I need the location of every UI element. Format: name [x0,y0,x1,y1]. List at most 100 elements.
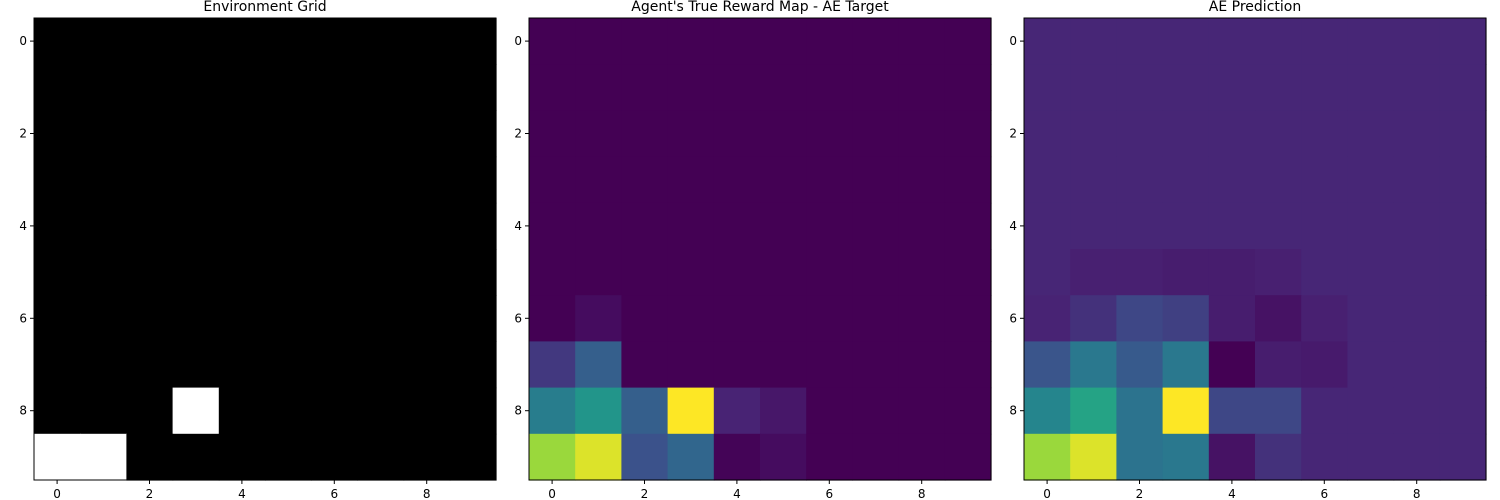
heatmap-cell-r2-c4 [713,110,761,158]
heatmap-cell-r5-c4 [713,249,761,296]
heatmap-cell-r2-c3 [1162,110,1210,158]
heatmap-cell-r8-c3 [1162,387,1210,435]
heatmap-cell-r2-c7 [1347,110,1395,158]
heatmap-cell-r6-c7 [1347,295,1395,342]
heatmap-cell-r4-c1 [1070,202,1117,250]
heatmap-cell-r6-c7 [852,295,900,342]
heatmap-cell-r2-c9 [1439,110,1487,158]
heatmap-cell-r0-c4 [1208,18,1256,65]
heatmap-cell-r9-c1 [1070,433,1117,481]
heatmap-cell-r6-c8 [403,295,451,342]
heatmap-cell-r5-c7 [1347,249,1395,296]
heatmap-cell-r6-c9 [449,295,497,342]
heatmap-cell-r8-c5 [265,387,312,435]
heatmap-cell-r6-c3 [172,295,220,342]
heatmap-cell-r9-c0 [1024,433,1071,481]
heatmap-cell-r4-c5 [1255,202,1302,250]
heatmap-cell-r3-c9 [1439,156,1487,204]
heatmap-cell-r5-c1 [575,249,622,296]
heatmap-cell-r2-c6 [311,110,358,158]
heatmap-cell-r2-c0 [1024,110,1071,158]
heatmap-cell-r5-c5 [1255,249,1302,296]
y-tick-label: 2 [19,127,27,141]
x-tick-label: 4 [733,487,741,500]
heatmap-cell-r3-c5 [760,156,807,204]
y-tick-label: 6 [19,311,27,325]
x-tick-label: 0 [548,487,556,500]
heatmap-cell-r6-c9 [1439,295,1487,342]
heatmap-cell-r9-c2 [621,433,669,481]
heatmap-cell-r5-c3 [667,249,715,296]
heatmap-cell-r2-c8 [1393,110,1441,158]
heatmap-cell-r3-c1 [1070,156,1117,204]
heatmap-cell-r7-c6 [806,341,853,389]
heatmap-cell-r2-c0 [34,110,81,158]
heatmap-cell-r8-c8 [403,387,451,435]
heatmap-cell-r7-c7 [852,341,900,389]
heatmap-cell-r9-c6 [806,433,853,481]
heatmap-cell-r8-c2 [621,387,669,435]
heatmap-cell-r1-c2 [1116,64,1164,111]
heatmap-cell-r5-c2 [1116,249,1164,296]
heatmap-cell-r7-c1 [575,341,622,389]
heatmap-cell-r9-c4 [713,433,761,481]
heatmap-cell-r2-c7 [357,110,405,158]
heatmap-cell-r8-c4 [713,387,761,435]
heatmap-cell-r0-c7 [1347,18,1395,65]
heatmap-cell-r3-c5 [1255,156,1302,204]
heatmap-cell-r5-c3 [172,249,220,296]
y-tick-label: 4 [514,219,522,233]
heatmap-cell-r3-c8 [403,156,451,204]
heatmap-cell-r4-c4 [1208,202,1256,250]
heatmap-cell-r0-c6 [806,18,853,65]
heatmap-cell-r9-c5 [265,433,312,481]
heatmap-cell-r8-c7 [1347,387,1395,435]
heatmap-cell-r1-c6 [311,64,358,111]
heatmap-cell-r3-c0 [34,156,81,204]
heatmap-cell-r8-c4 [218,387,266,435]
heatmap-cell-r1-c5 [265,64,312,111]
heatmap-cell-r3-c2 [1116,156,1164,204]
heatmap-cell-r7-c4 [218,341,266,389]
heatmap-cell-r3-c7 [1347,156,1395,204]
heatmap-cell-r4-c9 [944,202,992,250]
heatmap-cell-r7-c5 [1255,341,1302,389]
heatmap-cell-r8-c5 [1255,387,1302,435]
heatmap-cell-r4-c0 [529,202,576,250]
heatmap-cell-r6-c8 [898,295,946,342]
heatmap-cell-r7-c8 [1393,341,1441,389]
chart-title: AE Prediction [1209,0,1301,15]
heatmap-cell-r7-c4 [713,341,761,389]
heatmap-cell-r8-c1 [575,387,622,435]
heatmap-cell-r8-c1 [1070,387,1117,435]
heatmap-cell-r3-c6 [1301,156,1348,204]
x-tick-label: 2 [146,487,154,500]
heatmap-cell-r1-c8 [1393,64,1441,111]
heatmap-cell-r1-c4 [218,64,266,111]
panel-true-reward-map: Agent's True Reward Map - AE Target 0 2 4 6 8… [514,0,992,500]
heatmap-cell-r8-c4 [1208,387,1256,435]
heatmap-cell-r1-c6 [806,64,853,111]
heatmap-cell-r7-c2 [621,341,669,389]
heatmap-cell-r3-c6 [311,156,358,204]
heatmap-cell-r5-c6 [1301,249,1348,296]
heatmap-cell-r1-c9 [1439,64,1487,111]
heatmap-cell-r6-c6 [1301,295,1348,342]
heatmap-cell-r4-c5 [760,202,807,250]
panel-environment-grid: Environment Grid 0 2 4 6 8 0 2 4 6 8 [19,0,497,500]
heatmap-cell-r2-c5 [1255,110,1302,158]
heatmap-cell-r2-c9 [944,110,992,158]
heatmap-cell-r4-c3 [1162,202,1210,250]
heatmap-cell-r9-c2 [1116,433,1164,481]
heatmap-cell-r2-c2 [621,110,669,158]
heatmap-cell-r6-c5 [1255,295,1302,342]
heatmap-cell-r3-c7 [357,156,405,204]
heatmap-cell-r3-c5 [265,156,312,204]
heatmap-cell-r0-c4 [713,18,761,65]
chart-title: Agent's True Reward Map - AE Target [631,0,889,15]
heatmap-cell-r9-c0 [34,433,81,481]
heatmap-cell-r6-c5 [760,295,807,342]
heatmap-cell-r2-c2 [126,110,174,158]
heatmap-cell-r0-c9 [449,18,497,65]
heatmap-cell-r9-c3 [172,433,220,481]
